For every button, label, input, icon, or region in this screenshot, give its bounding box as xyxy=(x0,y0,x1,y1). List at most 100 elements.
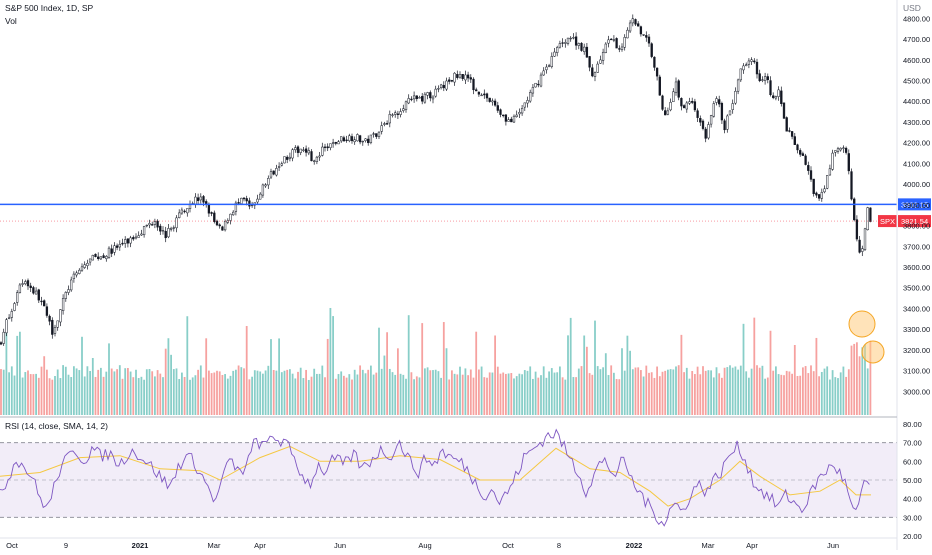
candle-body xyxy=(43,300,46,307)
candle-body xyxy=(466,74,470,79)
candle-body xyxy=(731,103,734,111)
currency-label[interactable]: USD xyxy=(903,3,921,13)
candle-body xyxy=(318,155,321,158)
volume-bar xyxy=(715,367,718,415)
volume-bar xyxy=(526,370,529,415)
candle-body xyxy=(223,221,227,231)
candle-body xyxy=(774,96,778,99)
time-tick-label: Jun xyxy=(827,541,839,550)
candle-body xyxy=(240,197,243,204)
candle-body xyxy=(2,331,5,344)
candle-body xyxy=(245,198,248,202)
volume-bar xyxy=(35,373,37,415)
candle-body xyxy=(707,124,710,139)
volume-bar xyxy=(267,365,270,415)
volume-bar xyxy=(515,376,518,415)
volume-bar xyxy=(677,365,680,415)
candle-body xyxy=(542,70,545,76)
volume-bar xyxy=(445,348,448,415)
candle-body xyxy=(121,242,124,245)
candle-body xyxy=(421,96,424,102)
time-tick-label: Jun xyxy=(334,541,346,550)
candle-body xyxy=(340,136,343,142)
volume-bar xyxy=(510,373,513,415)
candle-body xyxy=(323,146,327,148)
candle-body xyxy=(558,43,562,48)
candle-body xyxy=(264,184,267,187)
candle-body xyxy=(601,51,605,61)
volume-bar xyxy=(29,374,32,415)
candle-body xyxy=(304,148,308,153)
volume-bar xyxy=(742,323,745,415)
candle-body xyxy=(639,26,643,35)
price-tick-label: 4500.00 xyxy=(903,77,930,86)
volume-bar xyxy=(734,366,737,415)
volume-bar xyxy=(467,375,469,415)
volume-bar xyxy=(110,368,113,415)
volume-bar xyxy=(402,374,405,415)
candle-body xyxy=(596,63,599,73)
candle-body xyxy=(680,98,683,107)
volume-bar xyxy=(461,374,464,415)
volume-bar xyxy=(73,366,75,415)
candle-body xyxy=(207,204,211,214)
volume-bar xyxy=(745,371,748,415)
volume-bar xyxy=(172,369,175,415)
candle-body xyxy=(423,93,427,103)
candle-body xyxy=(475,89,478,92)
volume-bar xyxy=(48,378,51,415)
candle-body xyxy=(37,289,40,301)
candle-body xyxy=(110,248,113,254)
volume-bar xyxy=(262,373,264,415)
volume-bar xyxy=(218,371,221,415)
volume-bar xyxy=(602,367,604,415)
candle-body xyxy=(572,37,575,39)
volume-bar xyxy=(656,366,658,415)
candle-body xyxy=(48,315,51,322)
candle-body xyxy=(294,147,297,151)
volume-bar xyxy=(696,366,699,415)
candle-body xyxy=(283,156,286,164)
volume-bar xyxy=(475,331,478,415)
price-tick-label: 3800.00 xyxy=(903,222,930,231)
volume-bar xyxy=(718,373,721,415)
time-tick-label: Oct xyxy=(502,541,515,550)
candle-body xyxy=(32,287,35,294)
volume-bar xyxy=(170,354,172,415)
candle-body xyxy=(86,262,89,266)
volume-bar xyxy=(596,366,599,415)
candle-body xyxy=(615,38,618,49)
candle-body xyxy=(342,137,346,142)
candle-body xyxy=(34,290,38,295)
volume-bar xyxy=(591,374,594,415)
candle-body xyxy=(817,194,821,199)
price-tick-label: 3200.00 xyxy=(903,346,930,355)
time-tick-label: Aug xyxy=(418,541,431,550)
volume-bar xyxy=(491,372,494,415)
candle-body xyxy=(53,327,57,334)
volume-bar xyxy=(640,370,642,415)
volume-bar xyxy=(542,366,545,415)
candle-body xyxy=(712,103,715,117)
candle-body xyxy=(415,95,418,100)
time-tick-label: Mar xyxy=(208,541,221,550)
volume-bar xyxy=(143,379,145,415)
price-tick-label: 4800.00 xyxy=(903,14,930,23)
candle-body xyxy=(67,289,70,293)
volume-bar xyxy=(202,377,205,415)
volume-bar xyxy=(343,375,345,415)
volume-bar xyxy=(64,366,67,415)
volume-bar xyxy=(769,330,772,415)
volume-bar xyxy=(653,377,656,415)
candle-body xyxy=(229,213,232,221)
volume-highlight-circle-2 xyxy=(861,340,885,364)
volume-bar xyxy=(569,317,572,415)
rsi-tick-label: 40.00 xyxy=(903,495,922,504)
volume-bar xyxy=(667,369,669,415)
candle-body xyxy=(159,225,162,232)
volume-bar xyxy=(650,372,653,415)
volume-bar xyxy=(545,377,548,415)
candle-body xyxy=(585,46,589,58)
candle-body xyxy=(831,152,834,170)
